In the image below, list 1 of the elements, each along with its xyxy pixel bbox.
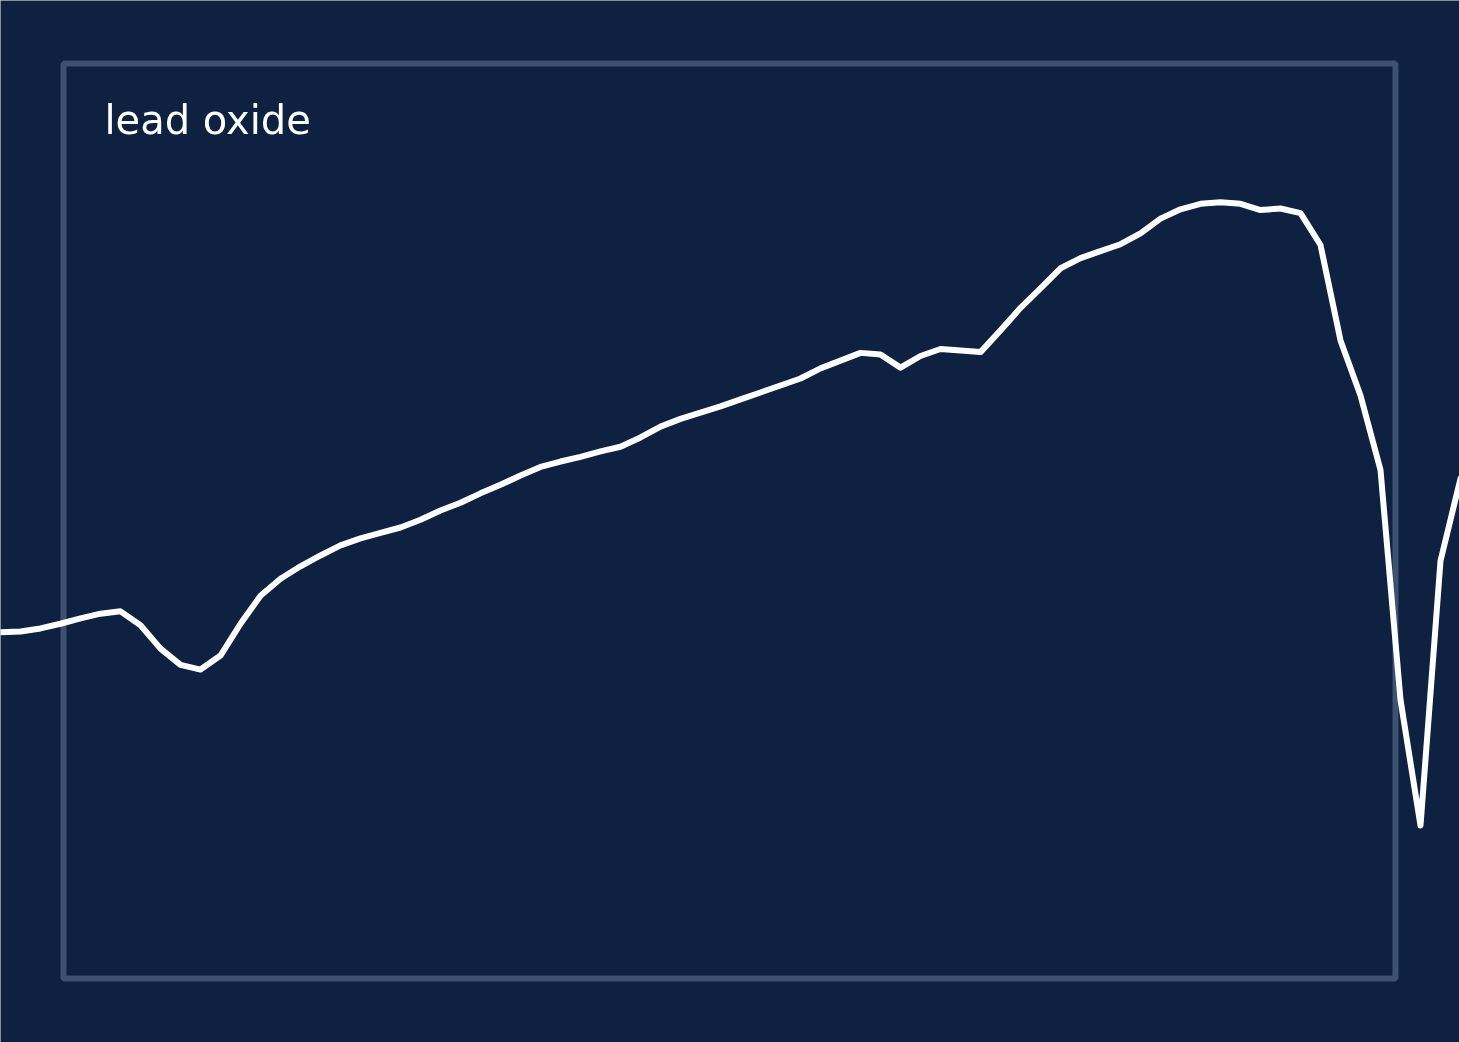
chart-title: lead oxide — [104, 96, 311, 143]
